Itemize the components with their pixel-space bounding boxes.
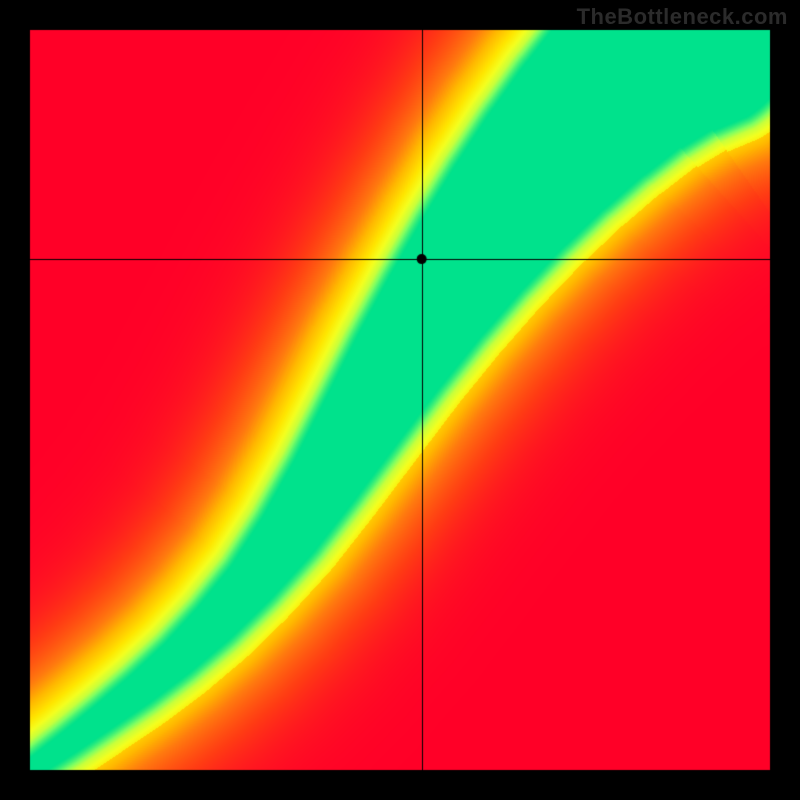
chart-frame: TheBottleneck.com: [0, 0, 800, 800]
heatmap-canvas: [0, 0, 800, 800]
